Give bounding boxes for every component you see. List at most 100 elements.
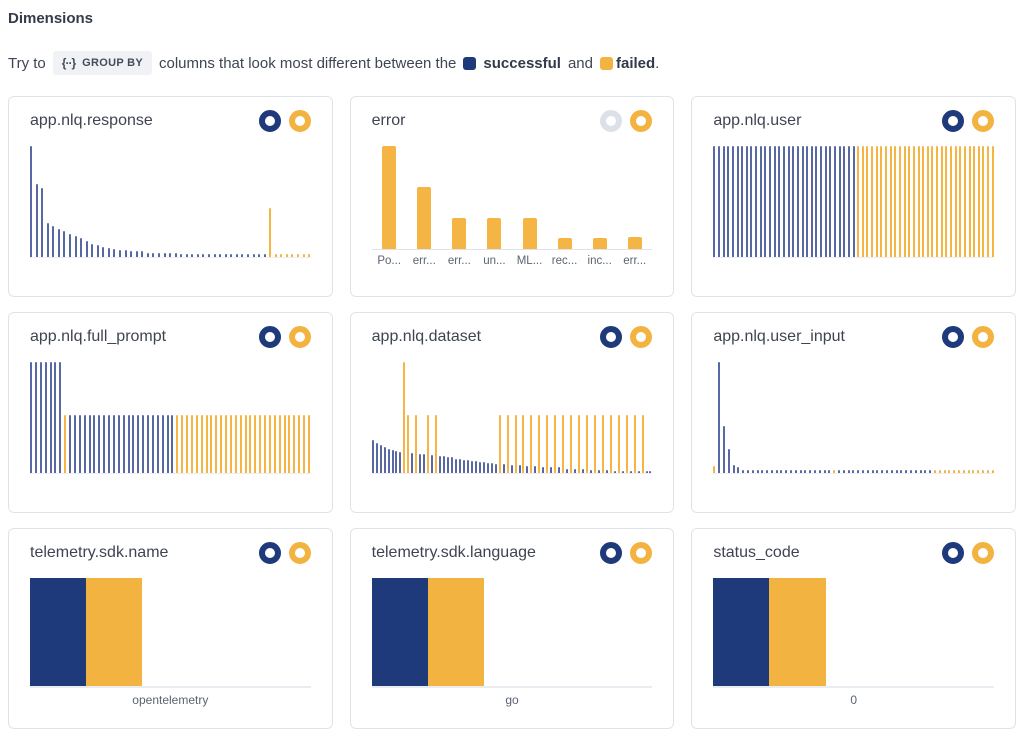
category-bar-chart[interactable] xyxy=(371,146,653,250)
series-toggle-successful[interactable] xyxy=(600,542,623,564)
group-by-chip[interactable]: {··} GROUP BY xyxy=(52,51,152,75)
successful-bar xyxy=(852,146,855,257)
successful-bar xyxy=(73,415,76,473)
successful-bar xyxy=(208,253,210,257)
failed-bar xyxy=(268,415,271,473)
successful-legend-swatch xyxy=(463,56,477,70)
failed-bar xyxy=(592,237,607,249)
series-toggle-failed[interactable] xyxy=(288,326,311,348)
failed-bar xyxy=(940,146,943,257)
successful-bar xyxy=(443,456,446,473)
histogram-chart[interactable] xyxy=(713,146,994,258)
series-toggle-successful[interactable] xyxy=(258,110,281,132)
histogram-chart[interactable] xyxy=(371,362,653,474)
failed-bar xyxy=(244,415,247,473)
successful-bar xyxy=(866,469,869,473)
histogram-chart[interactable] xyxy=(30,362,311,474)
failed-bar xyxy=(968,146,971,257)
series-toggle-successful[interactable] xyxy=(941,326,964,348)
successful-bar xyxy=(842,469,845,473)
failed-bar xyxy=(452,218,467,249)
series-toggle-successful[interactable] xyxy=(941,542,964,564)
failed-bar xyxy=(898,146,901,257)
successful-bar xyxy=(54,362,57,473)
failed-bar xyxy=(403,362,406,473)
successful-bar xyxy=(741,146,744,257)
failed-bar xyxy=(530,415,533,473)
failed-bar xyxy=(293,415,296,473)
series-toggle-failed[interactable] xyxy=(971,326,994,348)
series-toggle-failed[interactable] xyxy=(971,110,994,132)
successful-bar xyxy=(518,465,521,473)
successful-bar xyxy=(88,415,91,473)
conjunction-text: and xyxy=(567,54,593,72)
successful-bar xyxy=(731,146,734,257)
successful-bar xyxy=(574,468,577,473)
series-toggle-failed[interactable] xyxy=(288,542,311,564)
successful-bar xyxy=(63,231,66,257)
successful-bar xyxy=(124,250,127,257)
bar-column xyxy=(442,146,477,249)
block-bar-chart[interactable] xyxy=(371,578,653,688)
successful-bar xyxy=(34,362,37,473)
series-toggles xyxy=(600,326,653,348)
successful-bar xyxy=(490,463,493,473)
failed-bar xyxy=(546,415,549,473)
failed-bar xyxy=(417,187,432,249)
successful-bar xyxy=(455,458,457,473)
failed-bar xyxy=(200,415,203,473)
successful-bar xyxy=(799,469,802,473)
series-toggle-failed[interactable] xyxy=(630,542,653,564)
failed-bar xyxy=(264,415,266,473)
failed-bar xyxy=(625,415,628,473)
dimension-card: error Po... err... err... un... ML... rec... in… xyxy=(349,96,675,297)
failed-bar xyxy=(427,415,430,473)
successful-bar xyxy=(534,466,537,473)
failed-bar xyxy=(880,146,883,257)
block-bar-chart[interactable] xyxy=(30,578,311,688)
failed-bar xyxy=(922,146,925,257)
failed-bar xyxy=(220,415,223,473)
failed-bar xyxy=(986,469,989,473)
series-toggle-failed[interactable] xyxy=(288,110,311,132)
block-bar-chart[interactable] xyxy=(713,578,994,688)
failed-bar xyxy=(601,415,604,473)
failed-bar xyxy=(522,218,537,249)
failed-bar xyxy=(190,415,193,473)
successful-bar xyxy=(41,188,44,257)
successful-bar xyxy=(910,469,912,473)
failed-bar xyxy=(973,146,976,257)
successful-bar xyxy=(852,469,855,473)
successful-bar xyxy=(736,146,739,257)
successful-bar xyxy=(119,250,121,257)
series-toggle-successful[interactable] xyxy=(258,542,281,564)
successful-bar xyxy=(83,415,86,473)
series-toggle-successful[interactable] xyxy=(600,110,623,132)
successful-bar xyxy=(241,253,244,257)
series-toggle-successful[interactable] xyxy=(941,110,964,132)
series-toggle-failed[interactable] xyxy=(630,110,653,132)
x-axis-labels: Po... err... err... un... ML... rec... inc... e… xyxy=(372,255,653,267)
series-toggles xyxy=(600,110,653,132)
series-toggle-successful[interactable] xyxy=(600,326,623,348)
dimension-title: app.nlq.user_input xyxy=(713,328,845,345)
histogram-chart[interactable] xyxy=(30,146,311,258)
successful-bar xyxy=(824,146,827,257)
series-toggle-successful[interactable] xyxy=(258,326,281,348)
series-toggle-failed[interactable] xyxy=(630,326,653,348)
group-by-icon: {··} xyxy=(61,56,76,70)
failed-bar xyxy=(570,415,573,473)
series-toggle-failed[interactable] xyxy=(971,542,994,564)
failed-bar xyxy=(205,415,208,473)
successful-bar xyxy=(550,467,553,473)
failed-bar xyxy=(948,469,951,473)
failed-block-bar xyxy=(769,578,826,686)
successful-bar xyxy=(759,146,762,257)
successful-bar xyxy=(717,146,720,257)
dimension-title: app.nlq.dataset xyxy=(371,328,482,345)
failed-bar xyxy=(889,146,892,257)
successful-bar xyxy=(745,146,748,257)
successful-bar xyxy=(113,249,116,257)
histogram-chart[interactable] xyxy=(713,362,994,474)
series-toggles xyxy=(600,542,653,564)
